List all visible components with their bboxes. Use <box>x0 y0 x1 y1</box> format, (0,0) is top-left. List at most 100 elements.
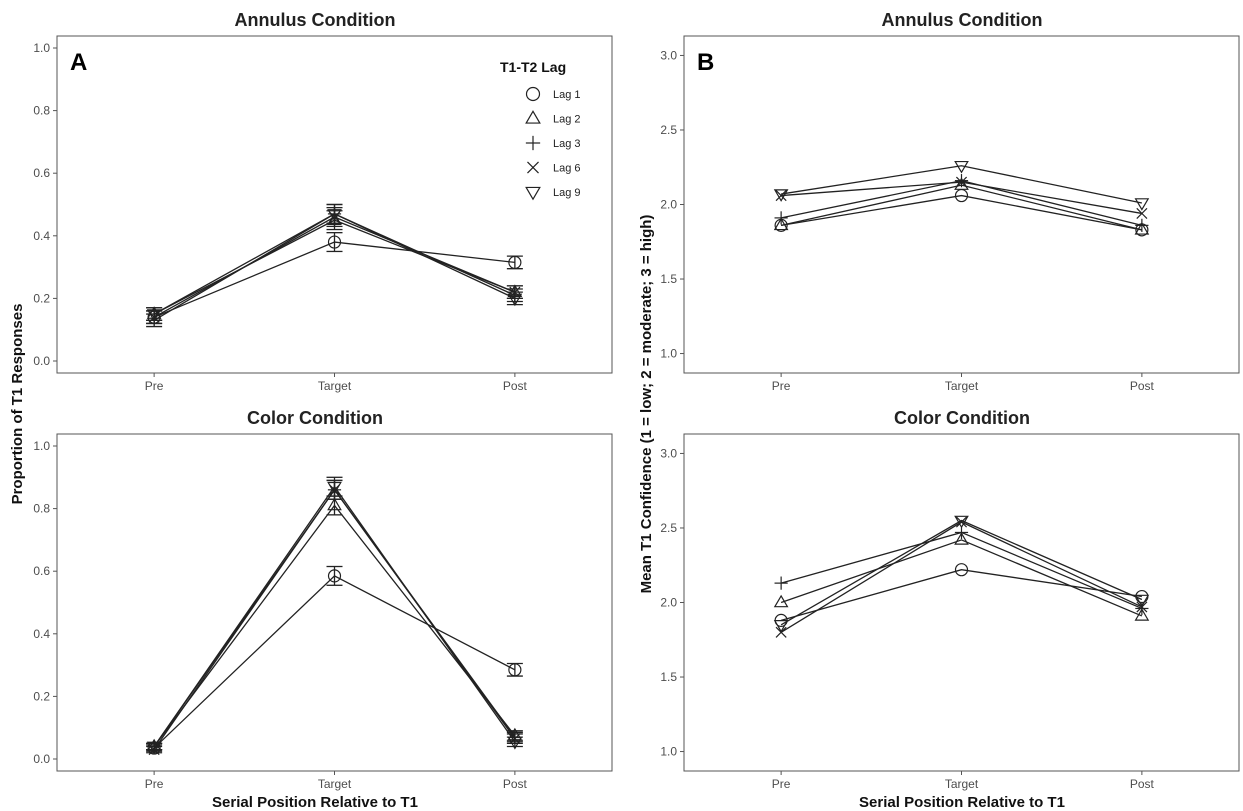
data-point <box>774 576 788 590</box>
series-lag-1 <box>146 565 523 755</box>
data-point <box>955 176 968 188</box>
series-lag-6 <box>146 206 523 325</box>
x-axis-title-left: Serial Position Relative to T1 <box>212 794 418 811</box>
y-tick-label: 1.5 <box>660 670 677 684</box>
data-point <box>327 235 342 249</box>
data-point <box>327 497 342 511</box>
x-tick-label: Target <box>318 777 352 791</box>
data-point-shape <box>508 255 522 270</box>
plot-frame-b-color <box>683 433 1240 772</box>
chart-A-color: 0.0 0.2 0.4 0.6 0.8 1.0 Pre Target Post <box>33 439 527 791</box>
series-lag-9 <box>773 515 1150 633</box>
data-point-shape <box>146 309 162 322</box>
data-point-shape <box>1134 594 1150 608</box>
data-point <box>775 190 787 202</box>
x-tick-label: Post <box>503 379 528 393</box>
x-axis-title-right: Serial Position Relative to T1 <box>859 794 1065 811</box>
data-point <box>146 309 162 322</box>
legend-key-triangle-up-shape <box>525 110 541 124</box>
series-line <box>780 569 1142 622</box>
y-axis-title-left: Proportion of T1 Responses <box>9 304 26 505</box>
series-line <box>781 194 1142 231</box>
data-point <box>508 663 522 677</box>
legend-entry: Lag 3 <box>525 135 581 151</box>
legend-key-circle <box>525 86 541 102</box>
series-lag-6 <box>146 479 523 756</box>
x-tick-label: Target <box>945 777 979 791</box>
series-line <box>781 165 1143 204</box>
data-point <box>507 293 523 307</box>
series-lag-9 <box>146 476 523 755</box>
data-point-shape <box>327 497 342 511</box>
y-tick-label: 1.0 <box>660 347 677 361</box>
y-tick-label: 0.8 <box>33 104 50 118</box>
legend-title: T1-T2 Lag <box>500 59 566 75</box>
panel-title-a-color: Color Condition <box>247 408 383 428</box>
x-tick-label: Pre <box>145 379 164 393</box>
data-point-shape <box>1134 608 1150 621</box>
data-point <box>954 563 969 577</box>
series-line <box>780 179 1143 226</box>
data-point-shape <box>954 563 969 577</box>
data-point-shape <box>1134 222 1150 235</box>
legend-label: Lag 6 <box>553 163 581 175</box>
x-tick-label: Target <box>945 379 979 393</box>
y-tick-label: 2.5 <box>660 123 677 137</box>
y-tick-label: 0.2 <box>33 689 50 703</box>
data-point-shape <box>954 177 969 190</box>
plot-frame-b-annulus <box>683 35 1240 374</box>
x-tick-label: Post <box>1130 777 1155 791</box>
x-tick-label: Pre <box>772 379 791 393</box>
panel-title-b-color: Color Condition <box>894 408 1030 428</box>
series-line <box>153 241 515 318</box>
chart-layer: 0.0 0.2 0.4 0.6 0.8 1.0 Pre Target Post 1.0 1.5 2.0… <box>33 41 1154 791</box>
data-point-shape <box>327 481 342 495</box>
y-tick-label: 2.0 <box>660 596 677 610</box>
y-tick-label: 3.0 <box>660 48 677 62</box>
data-point <box>507 736 523 750</box>
series-line <box>153 488 516 747</box>
series-lag-2 <box>773 532 1150 621</box>
data-point-d2 <box>775 190 787 202</box>
y-tick-label: 2.0 <box>660 198 677 212</box>
legend-key-cross-d2 <box>527 161 539 174</box>
panel-letter-a: A <box>70 49 87 76</box>
legend-key-triangle-up <box>525 110 541 124</box>
data-point <box>954 532 969 545</box>
data-point-shape <box>773 189 789 202</box>
data-point <box>1134 198 1150 211</box>
series-line <box>780 539 1143 617</box>
series-lag-2 <box>146 495 523 752</box>
data-point <box>954 174 969 188</box>
legend-entry: Lag 6 <box>527 161 581 175</box>
x-tick-label: Target <box>318 379 352 393</box>
legend-key-plus <box>525 135 541 151</box>
series-line <box>153 488 516 750</box>
data-point <box>773 217 789 231</box>
data-point <box>954 515 969 529</box>
y-tick-label: 2.5 <box>660 521 677 535</box>
y-tick-label: 0.4 <box>33 229 50 243</box>
data-point <box>508 255 522 270</box>
y-tick-label: 0.6 <box>33 166 50 180</box>
series-lag-6 <box>775 176 1148 219</box>
data-point-shape <box>508 663 522 677</box>
data-point <box>327 209 342 222</box>
data-point <box>773 620 789 633</box>
series-line <box>780 519 1143 626</box>
data-point-shape <box>954 160 969 174</box>
series-lag-2 <box>146 210 523 321</box>
data-point <box>327 569 342 583</box>
chart-B-annulus: 1.0 1.5 2.0 2.5 3.0 Pre Target Post <box>660 48 1154 393</box>
data-point-shape <box>773 620 789 633</box>
data-point-shape <box>507 736 523 750</box>
data-point-d2 <box>1136 207 1148 219</box>
legend-key-cross <box>527 161 539 174</box>
series-lag-3 <box>146 479 523 754</box>
data-point-shape <box>954 515 969 529</box>
series-lag-9 <box>146 203 523 322</box>
series-lag-1 <box>146 232 523 325</box>
data-point <box>773 594 789 608</box>
chart-B-color: 1.0 1.5 2.0 2.5 3.0 Pre Target Post <box>660 446 1154 791</box>
data-point <box>1134 222 1150 235</box>
